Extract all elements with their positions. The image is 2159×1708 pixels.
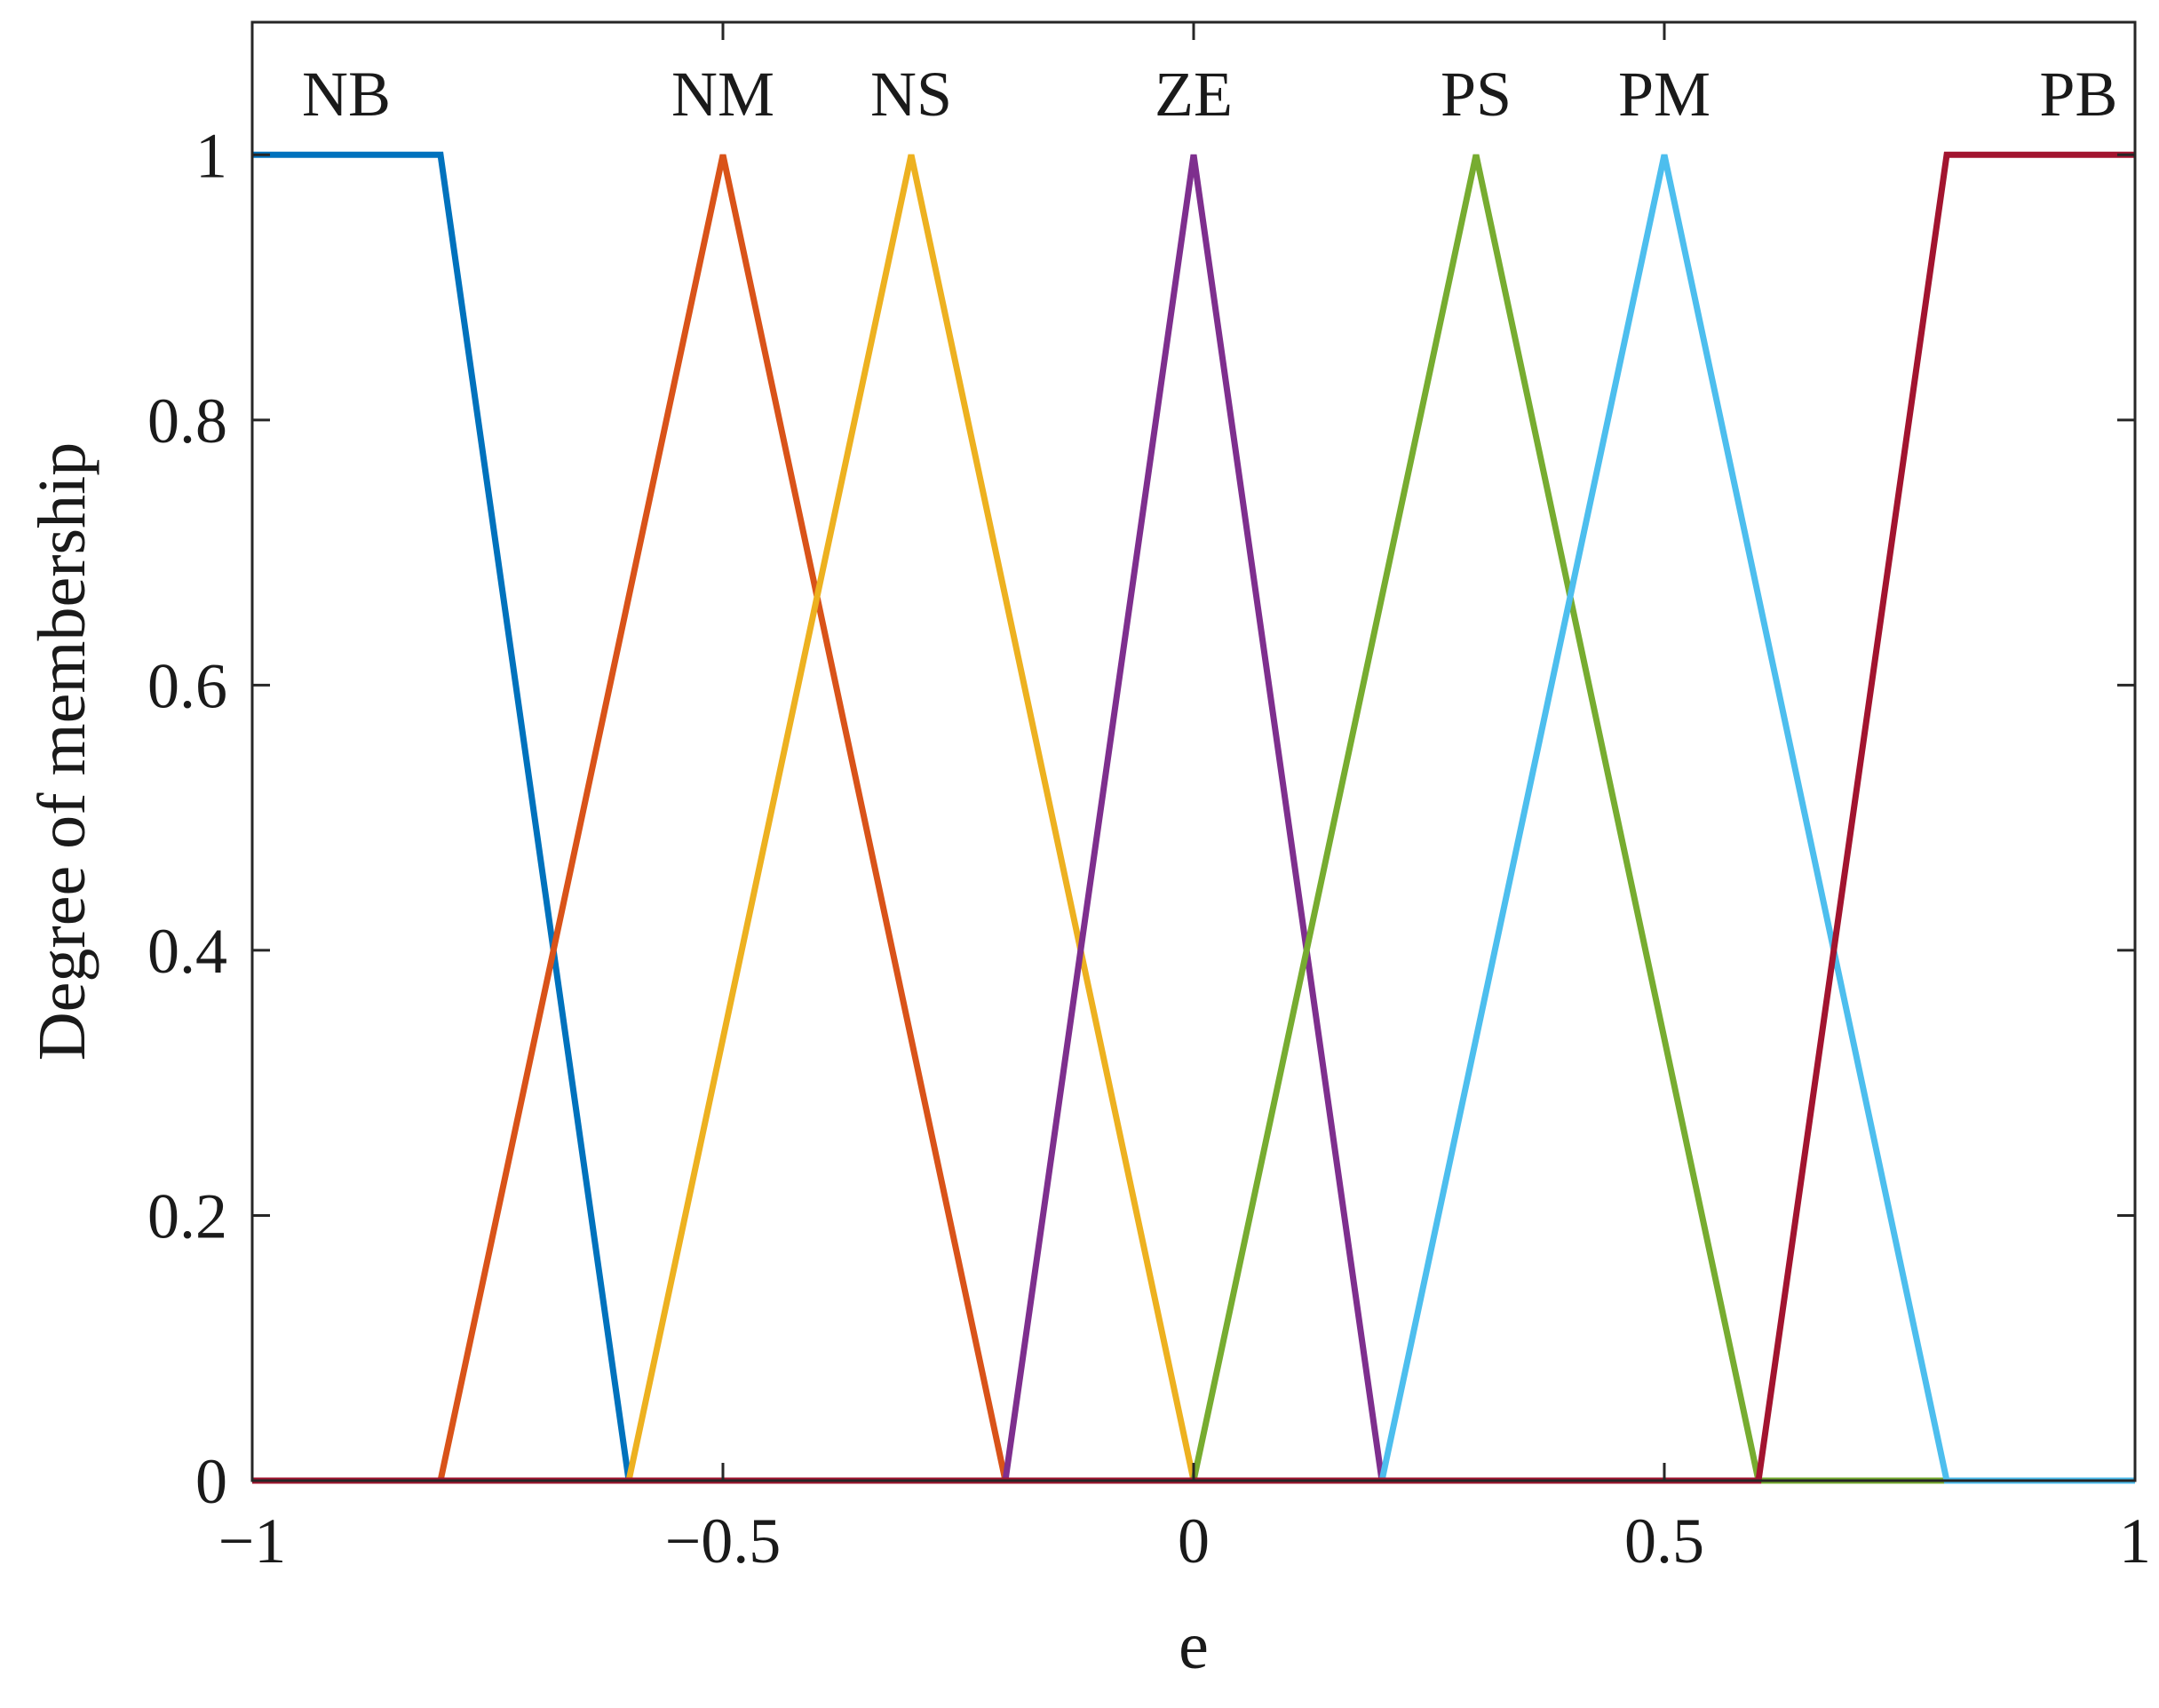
y-tick-label: 0.8 [147, 385, 227, 457]
x-tick-label: 0.5 [1624, 1505, 1704, 1577]
y-tick-label: 1 [195, 120, 227, 191]
series-label-layer: NB NM NS ZE PS PM PB [302, 59, 2117, 130]
x-tick-label: 1 [2119, 1505, 2151, 1577]
plot-frame [250, 20, 2137, 1482]
tick-layer: −1 −0.5 0 0.5 1 0 0.2 0.4 0.6 0.8 1 [147, 22, 2151, 1577]
y-tick-label: 0.2 [147, 1180, 227, 1251]
series-label-ps: PS [1441, 59, 1512, 130]
series-layer [252, 151, 2135, 1484]
series-label-ze: ZE [1155, 59, 1233, 130]
series-label-nb: NB [302, 59, 391, 130]
series-label-nm: NM [671, 59, 774, 130]
x-tick-label: 0 [1178, 1505, 1210, 1577]
x-tick-label: −1 [218, 1505, 287, 1577]
y-tick-label: 0.6 [147, 650, 227, 721]
axes-frame [250, 20, 2137, 1482]
y-tick-label: 0.4 [147, 916, 227, 987]
series-label-ns: NS [870, 59, 952, 130]
series-label-pb: PB [2039, 59, 2117, 130]
y-axis-label: Degree of membership [25, 442, 99, 1061]
series-label-pm: PM [1618, 59, 1711, 130]
x-axis-label: e [1179, 1609, 1209, 1683]
x-tick-label: −0.5 [665, 1505, 782, 1577]
y-tick-label: 0 [195, 1446, 227, 1517]
